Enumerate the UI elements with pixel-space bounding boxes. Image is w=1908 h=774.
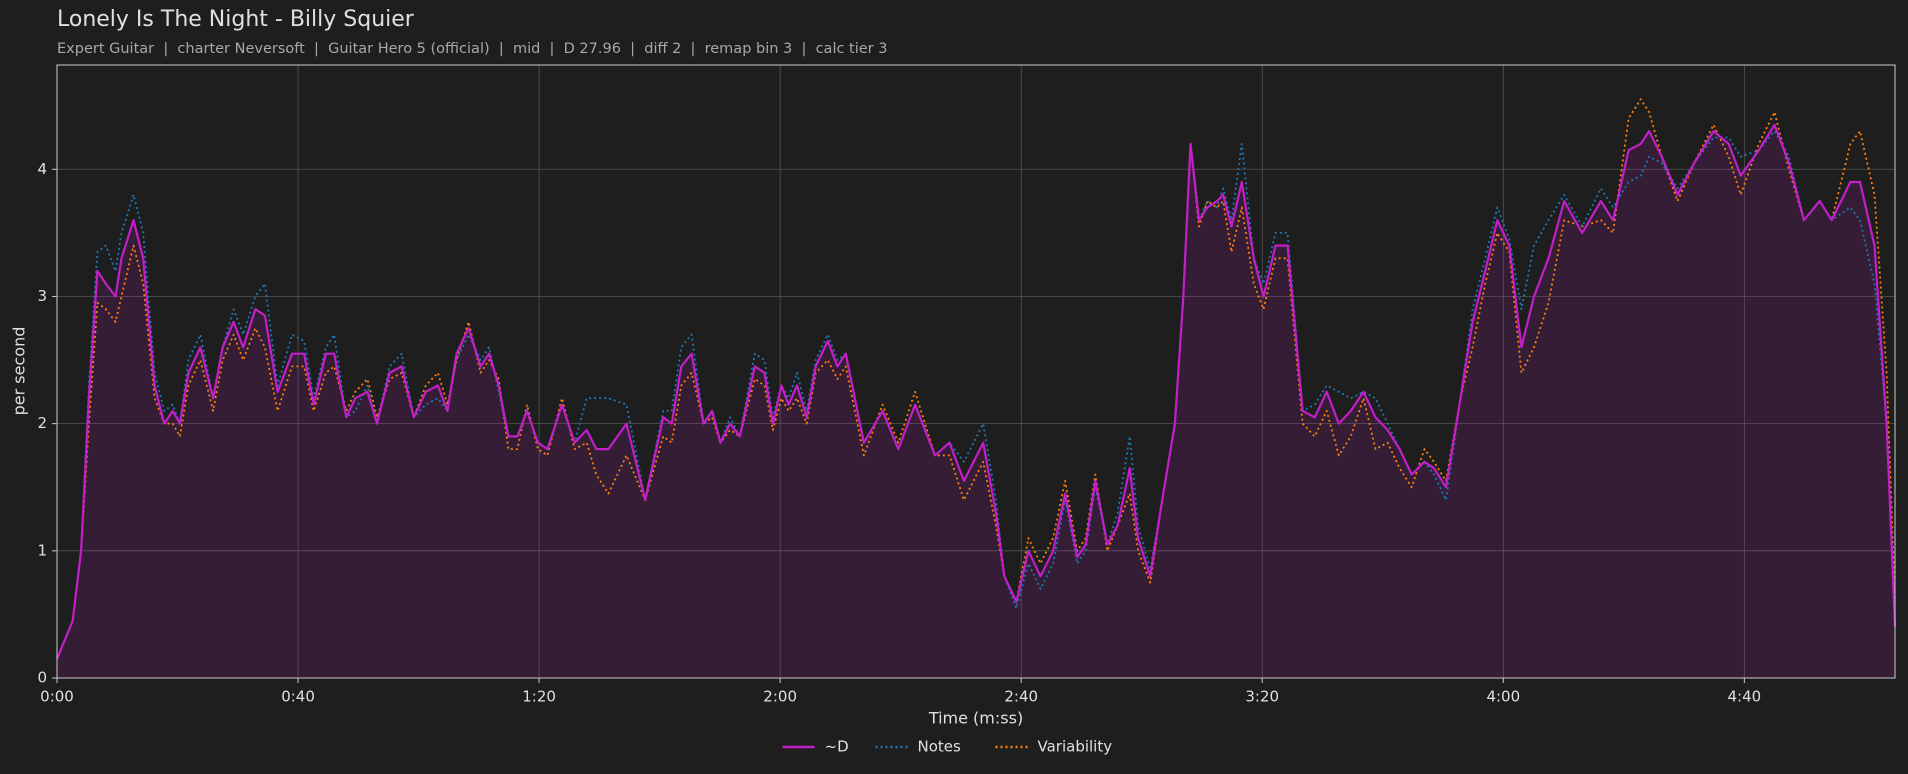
chart-subtitle: Expert Guitar | charter Neversoft | Guit…: [57, 41, 887, 57]
x-tick-label: 1:20: [522, 688, 556, 706]
x-tick-label: 0:00: [40, 688, 74, 706]
series-line: [56, 98, 1896, 660]
legend-label: Variability: [1038, 738, 1113, 756]
x-tick-label: 4:00: [1486, 688, 1520, 706]
chart-title: Lonely Is The Night - Billy Squier: [57, 7, 415, 32]
x-tick-label: 0:40: [281, 688, 315, 706]
x-tick-label: 2:00: [763, 688, 797, 706]
legend-label: ~D: [825, 738, 849, 756]
y-tick-label: 0: [37, 669, 47, 687]
y-tick-label: 1: [37, 541, 47, 559]
x-tick-label: 2:40: [1004, 688, 1038, 706]
y-tick-label: 4: [37, 160, 47, 178]
area-fill: [57, 124, 1895, 679]
series-line: [56, 130, 1896, 660]
y-tick-label: 3: [37, 287, 47, 305]
x-axis-label: Time (m:ss): [928, 709, 1023, 728]
series-line: [55, 123, 1897, 660]
x-tick-label: 3:20: [1245, 688, 1279, 706]
y-axis-label: per second: [10, 327, 29, 416]
y-tick-label: 2: [37, 414, 47, 432]
plot-frame: [56, 64, 1896, 679]
x-tick-label: 4:40: [1728, 688, 1762, 706]
legend-label: Notes: [918, 738, 962, 756]
